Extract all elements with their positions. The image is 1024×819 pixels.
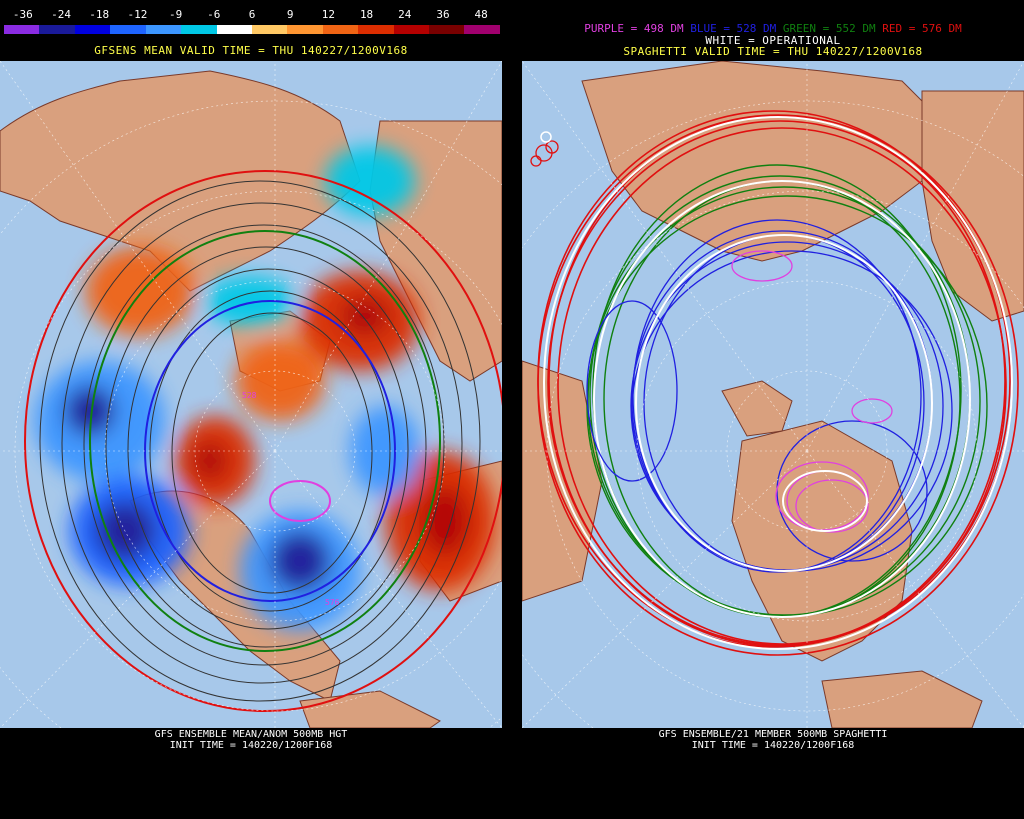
operational-498 [782,470,868,532]
colorbar-tick: 9 [286,8,294,21]
colorbar-tick: -6 [207,8,221,21]
legend-red: RED = 576 DM [882,22,962,35]
ensemble-mean-panel: -36 -24 -18 -12 -9 -6 6 9 12 18 24 36 48… [0,0,502,819]
colorbar-tick: 48 [474,8,488,21]
spaghetti-panel: PURPLE = 498 DM BLUE = 528 DM GREEN = 55… [522,0,1024,819]
right-footer-init: INIT TIME = 140220/1200F168 [691,740,855,751]
positive-anomaly [235,341,325,421]
spaghetti-map [522,61,1024,728]
576-dm-contour [24,170,502,712]
colorbar-swatch [322,25,359,34]
498-dm-contour [269,480,331,522]
colorbar-swatch [181,25,217,34]
colorbar-tick: -36 [12,8,33,21]
colorbar-swatch [145,25,182,34]
negative-anomaly-core [65,386,115,436]
ensemble-mean-map: 528 576 [0,61,502,728]
left-valid-time-title: GFSENS MEAN VALID TIME = THU 140227/1200… [94,44,408,57]
landmasses [522,61,1024,728]
operational-528 [635,234,933,572]
right-footer-product: GFS ENSEMBLE/21 MEMBER 500MB SPAGHETTI [658,729,888,740]
colorbar-tick: 6 [248,8,256,21]
colorbar-tick: -24 [51,8,71,21]
colorbar-swatch [39,25,75,34]
colorbar-swatch [429,25,465,34]
legend-purple: PURPLE = 498 DM [584,22,684,35]
operational-576 [543,116,1013,650]
legend-blue: BLUE = 528 DM [690,22,777,35]
colorbar-tick: 18 [359,8,374,21]
greenland-landmass [721,380,793,437]
south-america-landmass [821,670,983,728]
right-valid-time-title: SPAGHETTI VALID TIME = THU 140227/1200V1… [623,45,923,58]
colorbar-swatch [74,25,111,34]
left-footer-product: GFS ENSEMBLE MEAN/ANOM 500MB HGT [154,729,348,740]
north-america-landmass [731,420,913,662]
left-footer-init: INIT TIME = 140220/1200F168 [169,740,333,751]
positive-anomaly-core [340,296,390,336]
mean-anomaly-map-svg: 528 576 [0,61,502,728]
negative-anomaly-core [270,531,330,591]
colorbar-swatch [110,25,146,34]
colorbar-swatch [4,25,40,34]
latlon-grid [0,61,502,728]
operational-552 [593,180,971,618]
colorbar-tick: -18 [89,8,110,21]
positive-anomaly-core [192,441,228,481]
anomaly-colorbar [4,25,500,34]
arctic-landmass [0,70,361,292]
colorbar-tick: -9 [168,8,183,21]
spaghetti-map-svg [522,61,1024,728]
arctic-landmass [581,61,943,262]
colorbar-tick: 12 [321,8,335,21]
colorbar-swatch [216,25,252,34]
colorbar-swatch [287,25,323,34]
negative-anomaly [325,146,415,216]
contour-label: 528 [242,391,257,400]
panel-divider [502,0,522,819]
asia-landmass [921,90,1024,322]
legend-green: GREEN = 552 DM [782,22,876,35]
colorbar-swatch [358,25,394,34]
red-small-contours [530,140,559,167]
colorbar-swatch [393,25,430,34]
552-dm-contour [89,230,441,652]
latlon-grid [522,61,1024,728]
positive-anomaly [85,246,195,336]
operational-small-contour [540,131,552,143]
contour-legend: PURPLE = 498 DM BLUE = 528 DM GREEN = 55… [522,22,1024,35]
colorbar-tick: 36 [436,8,450,21]
operational-label: WHITE = OPERATIONAL [705,34,841,47]
colorbar-tick: -12 [127,8,148,21]
colorbar-swatch [251,25,288,34]
colorbar-tick: 24 [398,8,412,21]
colorbar-ticks: -36 -24 -18 -12 -9 -6 6 9 12 18 24 36 48 [4,8,500,22]
colorbar-swatch [464,25,500,34]
contour-label: 576 [325,598,340,607]
